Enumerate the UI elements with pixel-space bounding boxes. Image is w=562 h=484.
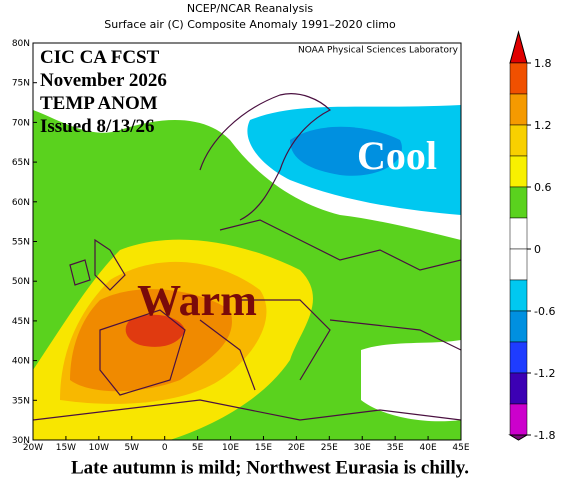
lat-label: 50N xyxy=(12,277,30,287)
lon-label: 10E xyxy=(222,443,239,453)
title: NCEP/NCAR Reanalysis xyxy=(187,2,313,15)
overlay-line: November 2026 xyxy=(40,70,167,91)
lon-label: 35E xyxy=(387,443,404,453)
warm-label: Warm xyxy=(137,276,257,325)
colorbar-cell xyxy=(509,124,528,157)
subtitle: Surface air (C) Composite Anomaly 1991–2… xyxy=(104,18,396,31)
colorbar-top xyxy=(509,30,528,64)
lon-label: 45E xyxy=(452,443,469,453)
lon-label: 15W xyxy=(56,443,76,453)
lat-label: 70N xyxy=(12,118,30,128)
lon-label: 10W xyxy=(89,443,109,453)
lon-label: 30E xyxy=(354,443,371,453)
lat-label: 35N xyxy=(12,396,30,406)
colorbar-label: -1.8 xyxy=(534,429,555,442)
credit-box xyxy=(275,44,460,56)
colorbar-cell xyxy=(509,62,528,95)
colorbar-cell xyxy=(509,217,528,250)
lon-label: 15E xyxy=(255,443,272,453)
colorbar-cell xyxy=(509,186,528,219)
colorbar-label: 0.6 xyxy=(534,181,552,194)
colorbar-label: 1.8 xyxy=(534,57,552,70)
colorbar-cell xyxy=(509,310,528,343)
credit: NOAA Physical Sciences Laboratory xyxy=(298,46,459,56)
cool-label: Cool xyxy=(357,133,437,178)
overlay-line: Issued 8/13/26 xyxy=(40,116,155,137)
colorbar-label: -1.2 xyxy=(534,367,555,380)
map-field xyxy=(33,43,461,440)
lat-label: 75N xyxy=(12,79,30,89)
lon-label: 0 xyxy=(162,443,168,453)
lat-label: 45N xyxy=(12,317,30,327)
colorbar-label: 0 xyxy=(534,243,541,256)
lon-label: 25E xyxy=(321,443,338,453)
lat-label: 40N xyxy=(12,357,30,367)
colorbar-cell xyxy=(509,155,528,188)
caption: Late autumn is mild; Northwest Eurasia i… xyxy=(71,457,469,478)
colorbar-label: -0.6 xyxy=(534,305,555,318)
colorbar: 1.8 1.2 0.6 0 -0.6 -1.2 -1.8 xyxy=(508,30,555,442)
lat-label: 65N xyxy=(12,158,30,168)
colorbar-cell xyxy=(509,372,528,405)
lon-label: 5W xyxy=(124,443,139,453)
colorbar-bottom xyxy=(508,434,529,441)
overlay-line: TEMP ANOM xyxy=(40,93,158,114)
lon-label: 20W xyxy=(23,443,43,453)
overlay-line: CIC CA FCST xyxy=(40,47,160,68)
colorbar-cell xyxy=(509,279,528,312)
colorbar-label: 1.2 xyxy=(534,119,552,132)
colorbar-cell xyxy=(509,403,528,436)
lon-label: 40E xyxy=(420,443,437,453)
lon-label: 5E xyxy=(192,443,204,453)
lon-label: 20E xyxy=(288,443,305,453)
colorbar-cell xyxy=(509,93,528,126)
colorbar-cell xyxy=(509,341,528,374)
lat-label: 80N xyxy=(12,39,30,49)
lat-label: 60N xyxy=(12,198,30,208)
lat-label: 30N xyxy=(12,436,30,446)
lat-label: 55N xyxy=(12,238,30,248)
colorbar-cell xyxy=(509,248,528,281)
